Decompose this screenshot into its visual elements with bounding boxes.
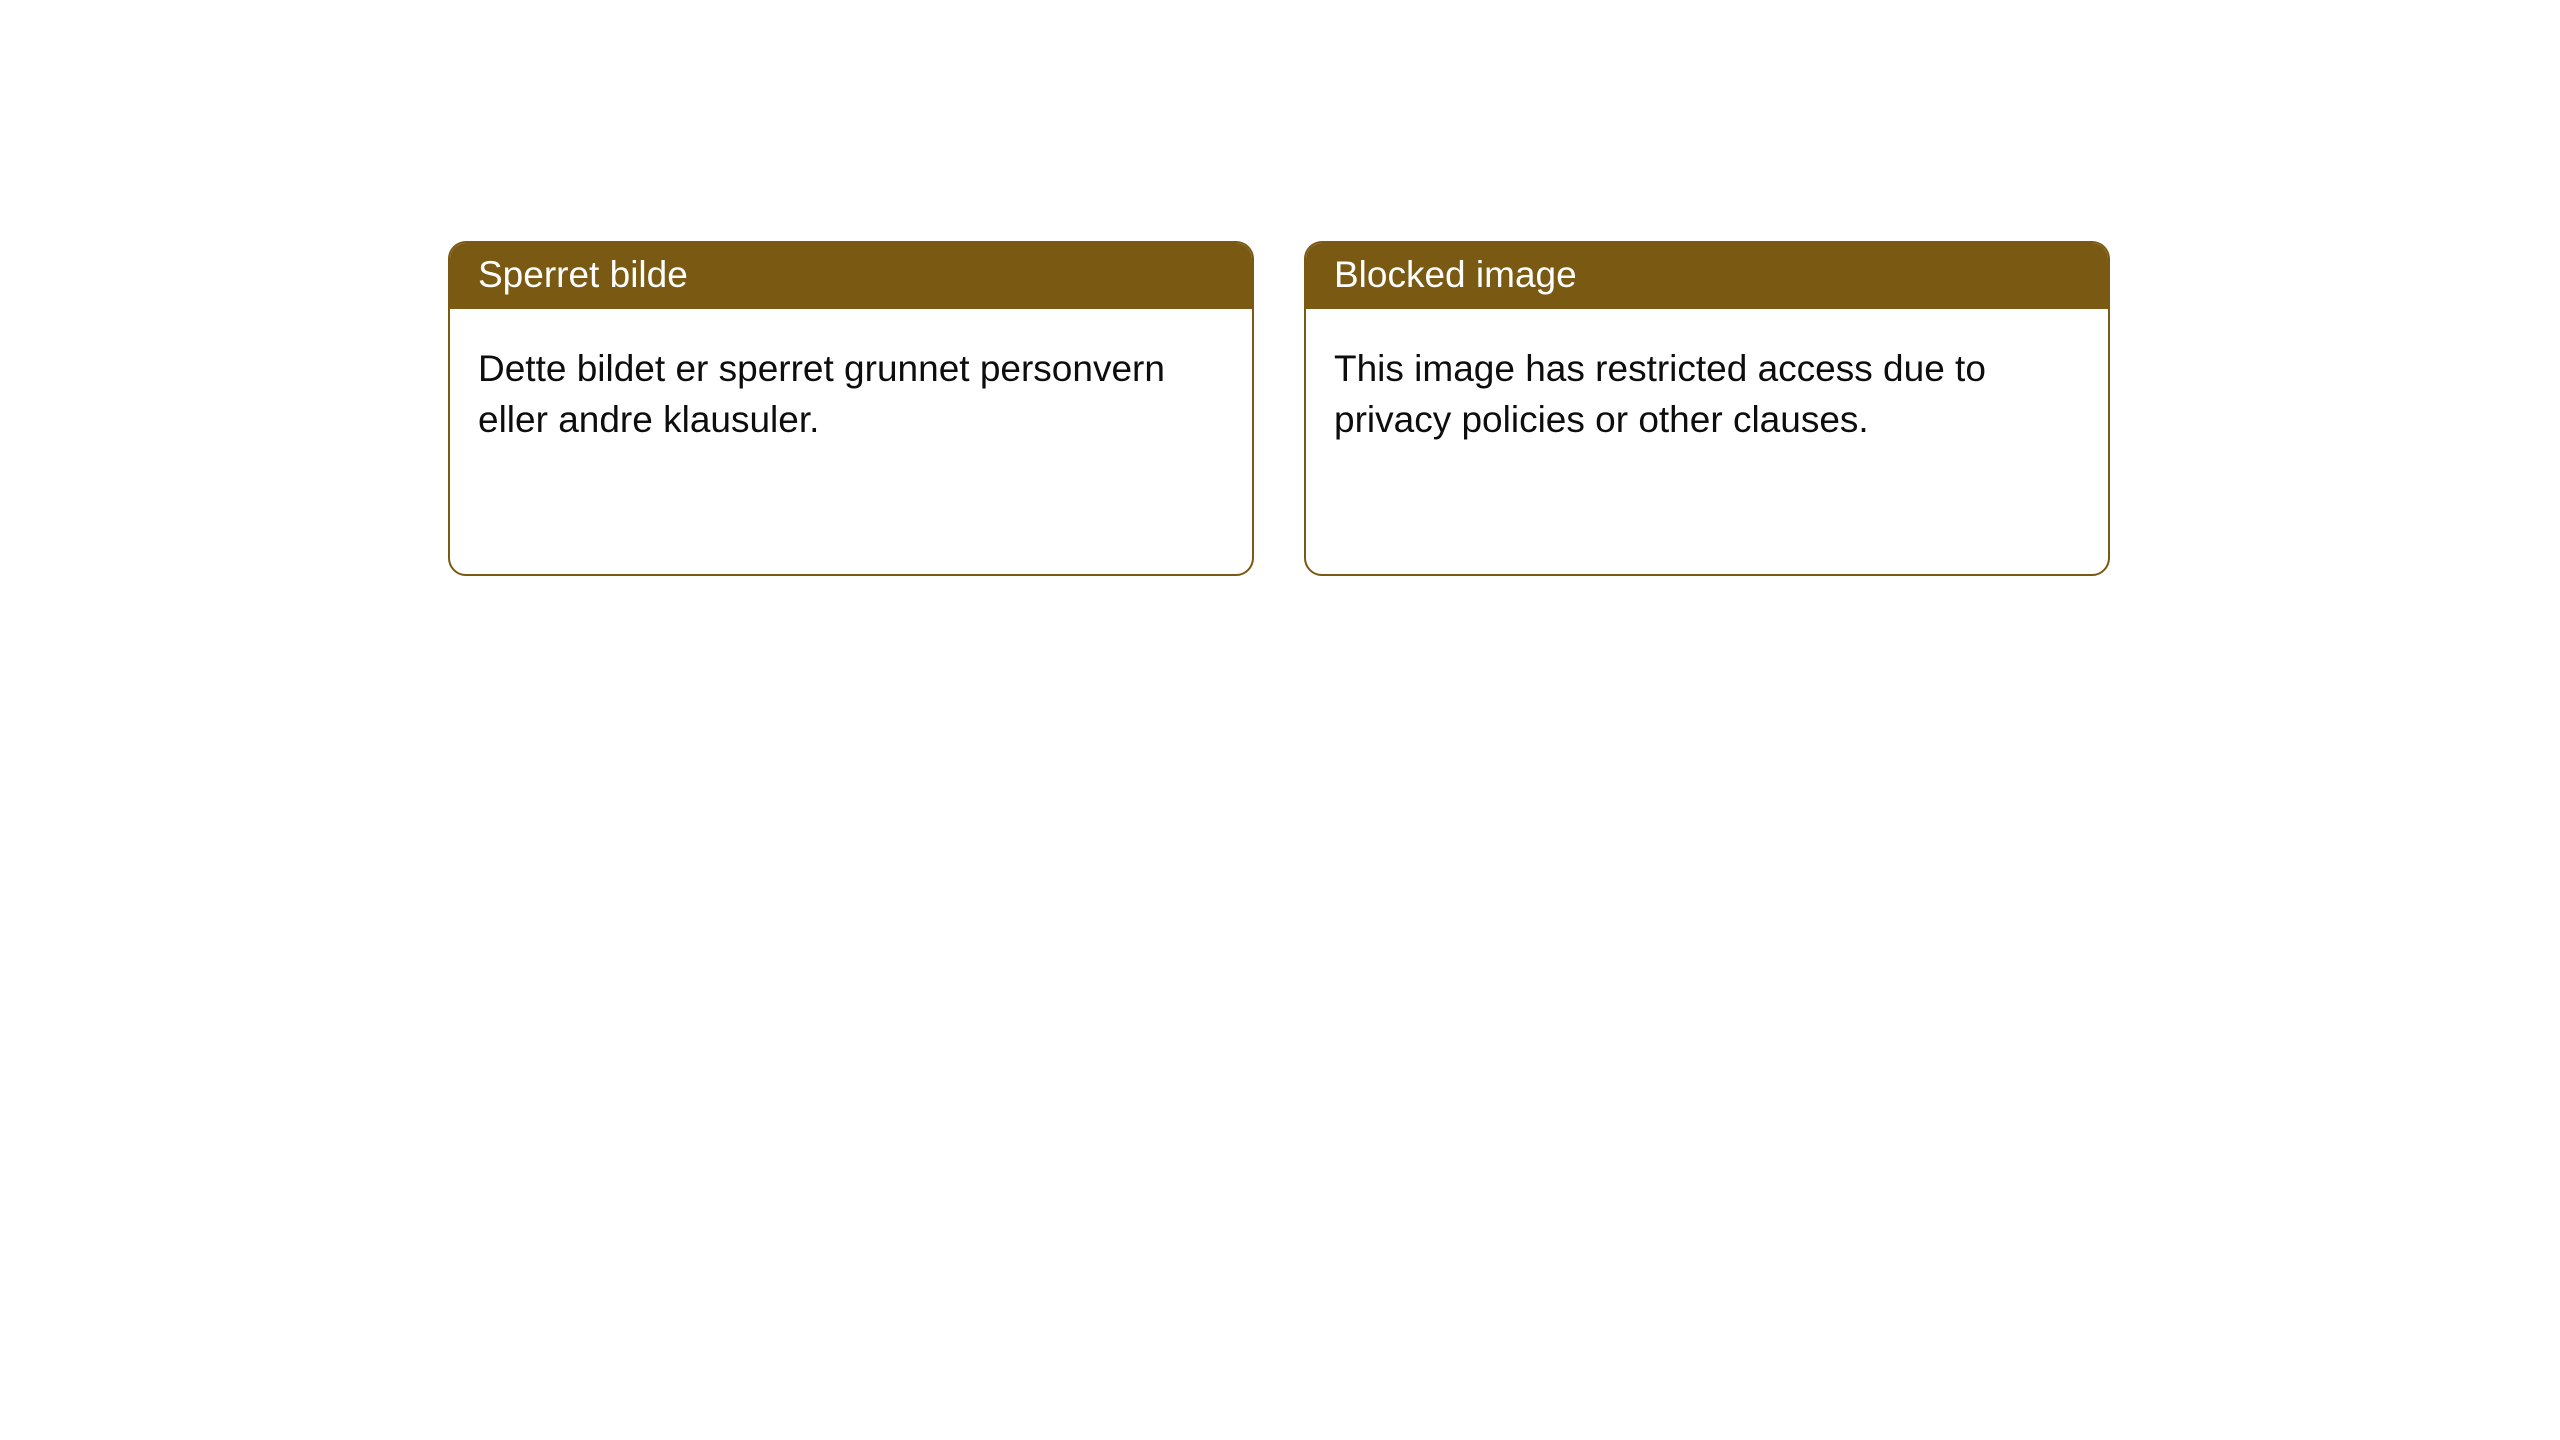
notice-card-norwegian: Sperret bilde Dette bildet er sperret gr… <box>448 241 1254 576</box>
notice-card-body: Dette bildet er sperret grunnet personve… <box>450 309 1252 479</box>
notice-card-header: Sperret bilde <box>450 243 1252 309</box>
notice-cards-container: Sperret bilde Dette bildet er sperret gr… <box>448 241 2110 576</box>
notice-card-english: Blocked image This image has restricted … <box>1304 241 2110 576</box>
notice-card-header: Blocked image <box>1306 243 2108 309</box>
notice-card-body: This image has restricted access due to … <box>1306 309 2108 479</box>
